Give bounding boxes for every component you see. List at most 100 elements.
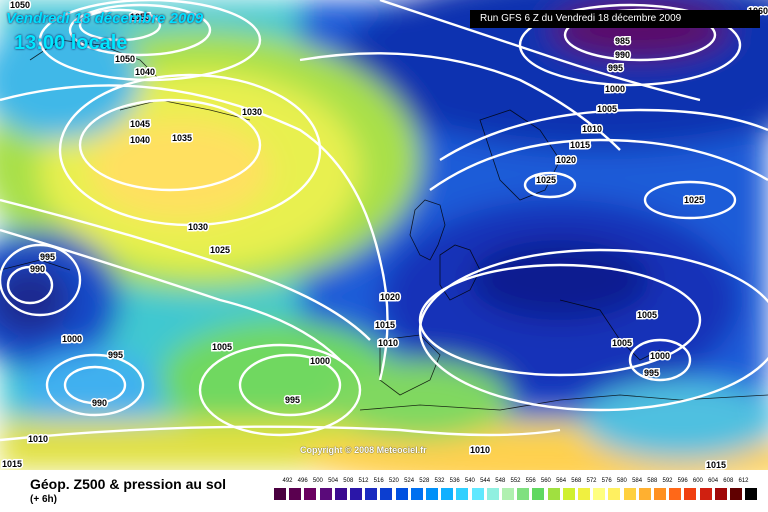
scale-tick: 552 [510, 478, 521, 484]
isobar-label-halo: 1005 [597, 104, 617, 114]
isobar-label-halo: 1000 [650, 351, 670, 361]
isobar-label: 1005 [597, 104, 617, 114]
isobar-label: 1000 [310, 356, 330, 366]
copyright: Copyright © 2008 Meteociel.fr [300, 445, 427, 455]
scale-tick: 536 [449, 478, 460, 484]
scale-tick: 500 [312, 478, 323, 484]
scale-swatch [562, 488, 575, 500]
isobar-label-halo: 1050 [10, 0, 30, 10]
isobar-label: 1010 [470, 445, 490, 455]
isobar-label-halo: 1025 [684, 195, 704, 205]
scale-tick: 524 [404, 478, 415, 484]
isobar-label: 1000 [62, 334, 82, 344]
isobar-label: 985 [615, 36, 630, 46]
isobar-label: 1050 [10, 0, 30, 10]
scale-swatch [380, 488, 393, 500]
scale-tick: 544 [480, 478, 491, 484]
chart-subtitle: (+ 6h) [30, 494, 57, 505]
scale-swatch [638, 488, 651, 500]
isobar-label: 1000 [605, 84, 625, 94]
isobar-label: 1050 [115, 54, 135, 64]
isobar-label: 1045 [130, 119, 150, 129]
isobar-label-halo: 1005 [612, 338, 632, 348]
scale-swatch [623, 488, 636, 500]
isobar-label-halo: 1005 [212, 342, 232, 352]
isobars [0, 0, 768, 440]
scale-swatch [441, 488, 454, 500]
scale-tick: 588 [647, 478, 658, 484]
scale-tick: 512 [358, 478, 369, 484]
scale-tick: 564 [556, 478, 567, 484]
isobar-label: 995 [608, 63, 623, 73]
isobar-label-halo: 1045 [130, 119, 150, 129]
scale-tick: 520 [388, 478, 399, 484]
scale-swatch [608, 488, 621, 500]
isobar-label: 1015 [570, 140, 590, 150]
isobar-label-halo: 1000 [62, 334, 82, 344]
isobar-label-halo: 1000 [310, 356, 330, 366]
scale-swatch [486, 488, 499, 500]
isobar-label-halo: 995 [644, 368, 659, 378]
scale-tick: 572 [586, 478, 597, 484]
isobar-label-halo: 985 [615, 36, 630, 46]
isobar-label-halo: 1025 [210, 245, 230, 255]
scale-tick: 600 [692, 478, 703, 484]
scale-tick: 516 [373, 478, 384, 484]
scale-tick: 532 [434, 478, 445, 484]
scale-swatch [730, 488, 742, 500]
isobar-label: 995 [644, 368, 659, 378]
scale-swatch [578, 488, 590, 500]
isobar-label-halo: 1010 [378, 338, 398, 348]
isobar-label: 1035 [172, 133, 192, 143]
scale-tick: 528 [419, 478, 430, 484]
scale-tick: 608 [723, 478, 734, 484]
scale-swatch [669, 488, 682, 500]
isobar-label-halo: 990 [615, 50, 630, 60]
scale-swatch [426, 488, 438, 500]
scale-swatch [350, 488, 362, 500]
scale-swatch [274, 488, 286, 500]
local-time: 13:00 locale [14, 32, 128, 54]
isobar-label-halo: 990 [30, 264, 45, 274]
scale-tick: 504 [328, 478, 339, 484]
isobar-label-halo: 1005 [637, 310, 657, 320]
scale-swatch [699, 488, 712, 500]
forecast-date: Vendredi 18 décembre 2009 [6, 10, 204, 27]
isobar-label: 1010 [28, 434, 48, 444]
legend-footer: Géop. Z500 & pression au sol (+ 6h) 492 4… [0, 470, 768, 512]
isobar-label-halo: 1030 [188, 222, 208, 232]
scale-swatch [745, 488, 758, 500]
isobar-label-halo: 1025 [536, 175, 556, 185]
isobar-label-halo: 1010 [582, 124, 602, 134]
isobar-label: 1040 [135, 67, 155, 77]
isobar-label: 995 [40, 252, 55, 262]
isobar-label: 1015 [706, 460, 726, 470]
scale-swatch [334, 488, 347, 500]
isobar-label-halo: 1040 [130, 135, 150, 145]
isobar-label-halo: 1020 [556, 155, 576, 165]
isobar-label: 1000 [650, 351, 670, 361]
isobar-label-halo: 1050 [115, 54, 135, 64]
scale-tick: 580 [616, 478, 627, 484]
isobar-label-halo: 1015 [706, 460, 726, 470]
isobar-label: 1025 [684, 195, 704, 205]
isobar-label-halo: 1015 [375, 320, 395, 330]
scale-swatch [684, 488, 697, 500]
scale-tick: 508 [343, 478, 354, 484]
isobar-label: 1025 [210, 245, 230, 255]
isobar-label-halo: 1040 [135, 67, 155, 77]
scale-swatch [319, 488, 332, 500]
isobar-labels: 1050105010551055105010501040104010451045… [1, 0, 768, 470]
scale-swatch [714, 488, 727, 500]
isobar-label-halo: 995 [108, 350, 123, 360]
scale-swatch [456, 488, 469, 500]
scale-swatch [532, 488, 545, 500]
isobar-label-halo: 1015 [2, 459, 22, 469]
isobar-label-halo: 1010 [28, 434, 48, 444]
isobar-label-halo: 990 [92, 398, 107, 408]
geopotential-map: 1050105010551055105010501040104010451045… [0, 0, 768, 470]
chart-title: Géop. Z500 & pression au sol [30, 476, 227, 492]
isobar-label: 1030 [242, 107, 262, 117]
scale-swatch [517, 488, 530, 500]
